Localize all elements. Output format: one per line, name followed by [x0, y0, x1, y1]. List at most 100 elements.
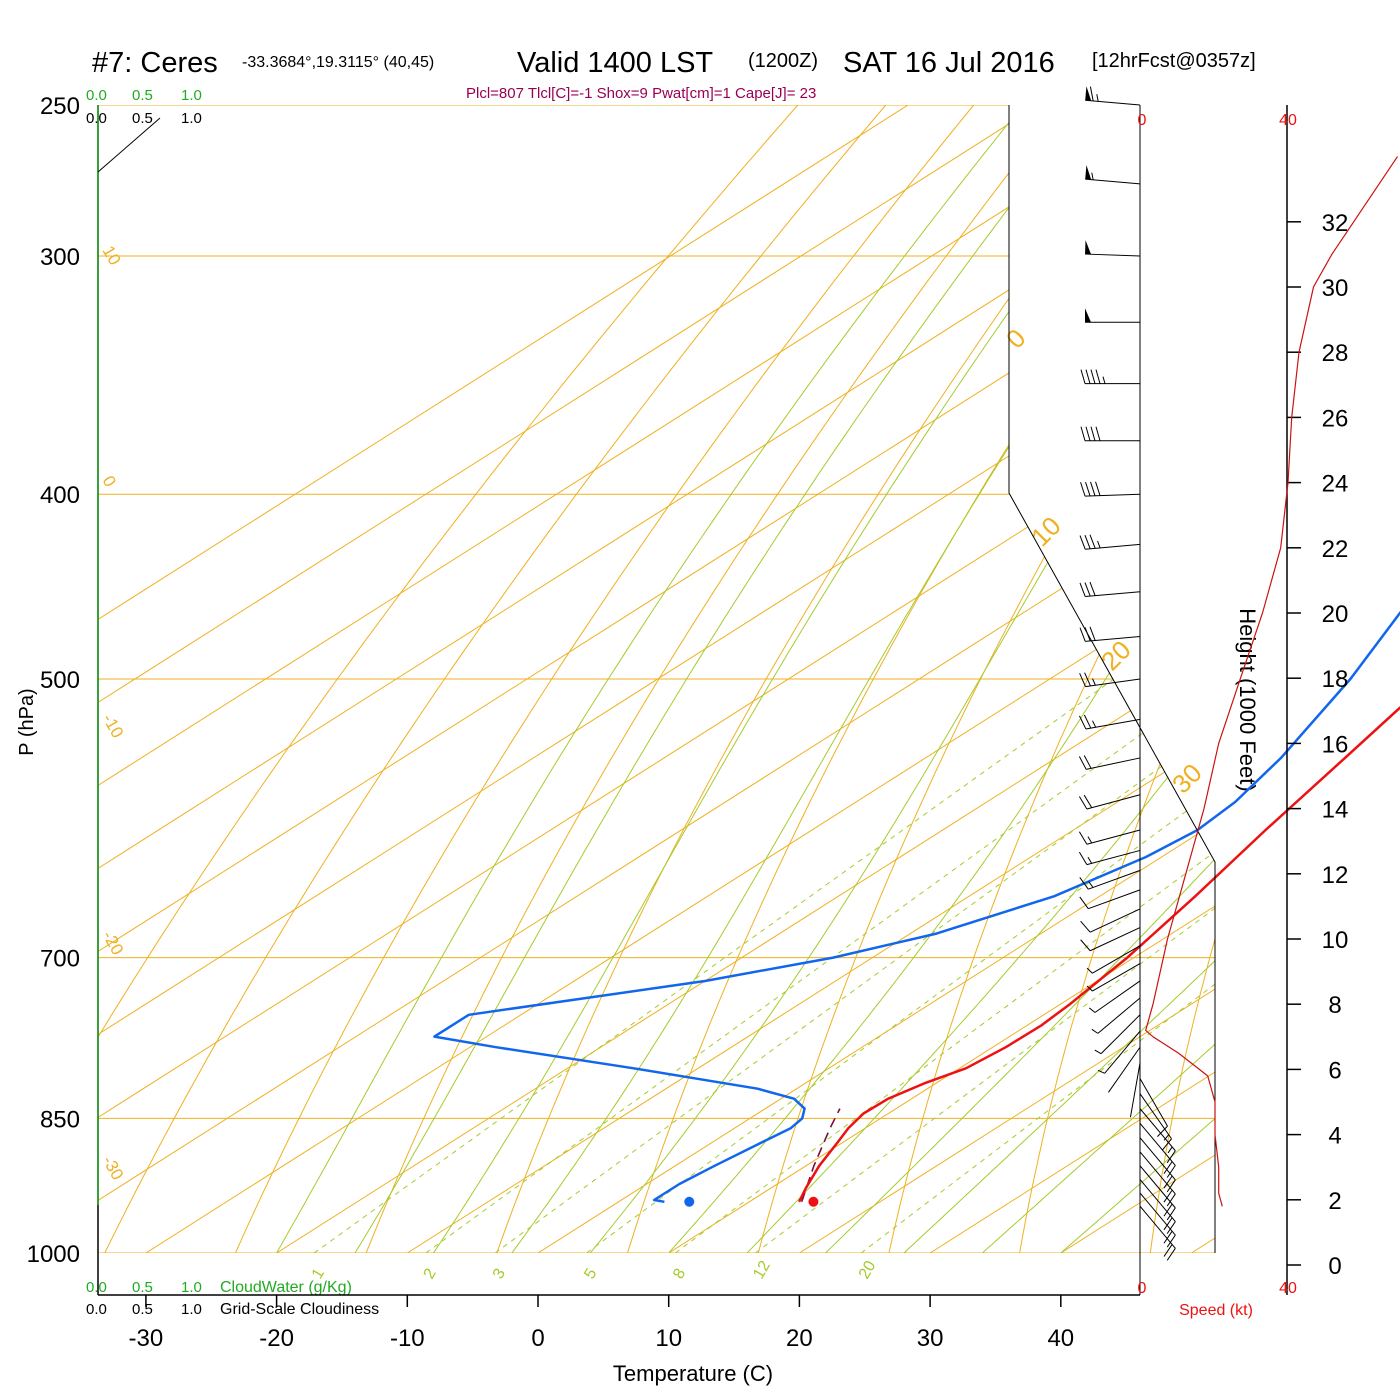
barb-staff	[1108, 1046, 1141, 1093]
dry-adiabat	[98, 105, 799, 1253]
isotherm-0	[537, 105, 1215, 1253]
wind-barb	[1139, 1078, 1168, 1137]
height-tick-20: 20	[1322, 601, 1349, 628]
barb-half-feather	[1102, 376, 1106, 384]
wind-barb	[1097, 1030, 1141, 1074]
moist-adiabat	[825, 105, 1215, 1253]
sounding-profiles	[433, 610, 1400, 1207]
isotherm--90	[98, 105, 1170, 1253]
barb-staff	[1139, 1179, 1176, 1222]
barb-half-feather	[1091, 1028, 1099, 1034]
cloudwater-scale-bottom-0: 0.0	[86, 1279, 107, 1296]
barb-half-feather	[1096, 94, 1099, 102]
cloudiness-marker	[97, 117, 161, 173]
mixing-ratio-line-1	[313, 493, 1215, 1253]
isotherm-20	[799, 105, 1215, 1253]
barb-staff	[1139, 1165, 1176, 1209]
isotherm-label-left: -20	[99, 928, 128, 959]
dry-adiabat	[1019, 105, 1215, 1253]
height-tick-4: 4	[1328, 1123, 1341, 1150]
wind-barb	[1139, 1122, 1176, 1178]
mixing-ratio-label-12: 12	[750, 1258, 774, 1282]
barb-feather	[1084, 627, 1091, 642]
utc-time: (1200Z)	[748, 50, 818, 72]
pressure-tick-850: 850	[40, 1106, 80, 1133]
mixing-ratio-label-2: 2	[421, 1266, 440, 1282]
barb-half-feather	[1086, 967, 1093, 974]
pressure-tick-400: 400	[40, 482, 80, 509]
sounding-indices: Plcl=807 Tlcl[C]=-1 Shox=9 Pwat[cm]=1 Ca…	[466, 85, 816, 102]
moist-adiabat	[432, 105, 1160, 1253]
barb-staff	[1089, 908, 1141, 933]
barb-staff	[1094, 980, 1141, 1013]
barb-feather	[1163, 1244, 1173, 1257]
dry-adiabat	[1149, 105, 1215, 1253]
moist-adiabat	[746, 105, 1215, 1253]
barb-half-feather	[1087, 856, 1093, 864]
pressure-tick-700: 700	[40, 946, 80, 973]
barb-feather	[1166, 1179, 1176, 1193]
cloudiness-scale-bottom-2: 1.0	[181, 1301, 202, 1318]
cloudwater-scale-0: 0.0	[86, 87, 107, 104]
wind-barb	[1085, 240, 1141, 257]
height-tick-8: 8	[1328, 992, 1341, 1019]
pressure-tick-1000: 1000	[27, 1241, 80, 1268]
isotherm--10	[407, 105, 1215, 1253]
wind-barb	[1091, 997, 1141, 1034]
wind-barb	[1139, 1192, 1176, 1248]
barb-feather	[1083, 714, 1092, 729]
wind-barb	[1085, 86, 1141, 106]
wind-barb	[1139, 1205, 1176, 1261]
wind-barb	[1080, 927, 1141, 952]
wind-panel: 0246810121416182022242628303200404080801…	[1078, 86, 1398, 1297]
temperature-tick-20: 20	[786, 1325, 813, 1352]
barb-feather	[1157, 1125, 1168, 1137]
barb-feather	[1078, 851, 1088, 865]
barb-half-feather	[1097, 540, 1101, 549]
barb-staff	[1139, 1137, 1176, 1181]
isotherm-label-left: -30	[99, 1153, 128, 1184]
y-axis-title: P (hPa)	[16, 688, 38, 755]
barb-feather	[1085, 426, 1091, 441]
mixing-ratio-label-8: 8	[670, 1266, 689, 1282]
wind-barb	[1085, 308, 1140, 323]
barb-staff	[1139, 1122, 1176, 1166]
wind-barb	[1079, 869, 1141, 890]
barb-staff	[1085, 99, 1141, 106]
barb-staff	[1092, 945, 1141, 974]
wind-barb	[1080, 481, 1141, 497]
wind-barb	[1079, 889, 1141, 910]
pressure-tick-300: 300	[40, 244, 80, 271]
barb-feather	[1080, 369, 1086, 384]
barb-feather	[1083, 755, 1092, 769]
temperature-tick-40: 40	[1047, 1325, 1074, 1352]
station-title: #7: Ceres	[92, 47, 218, 79]
isotherm-label-left: 0	[99, 473, 120, 491]
barb-feather	[1089, 86, 1094, 101]
wind-barb	[1085, 165, 1141, 185]
wind-barb	[1139, 1108, 1176, 1164]
barb-half-feather	[1088, 881, 1094, 888]
height-tick-22: 22	[1322, 536, 1349, 563]
temperature-tick-30: 30	[917, 1325, 944, 1352]
barb-feather	[1080, 920, 1091, 933]
barb-feather	[1089, 534, 1096, 549]
wind-speed-tick-bottom-0: 0	[1138, 1280, 1147, 1297]
mixing-ratio-line-12	[755, 493, 1215, 1253]
cloudiness-scale-bottom-0: 0.0	[86, 1301, 107, 1318]
height-tick-10: 10	[1322, 927, 1349, 954]
barb-pennant	[1085, 165, 1092, 180]
barb-half-feather	[1163, 1134, 1170, 1141]
barb-feather	[1166, 1150, 1176, 1164]
barb-feather	[1084, 672, 1091, 687]
isotherm-10	[668, 105, 1215, 1253]
barb-feather	[1078, 831, 1088, 845]
barb-staff	[1086, 794, 1141, 810]
wind-barb	[1079, 534, 1141, 550]
moist-adiabat	[982, 105, 1215, 1253]
barb-half-feather	[1097, 1069, 1105, 1074]
barb-feather	[1095, 426, 1101, 441]
wind-barb	[1078, 849, 1141, 866]
barb-feather	[1163, 1189, 1173, 1203]
